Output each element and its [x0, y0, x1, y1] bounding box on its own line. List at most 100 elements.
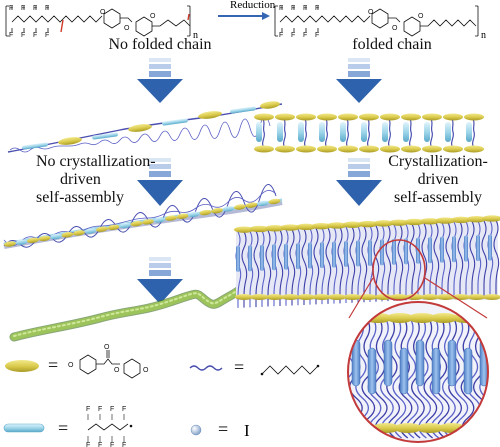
lamella-rod — [368, 239, 372, 266]
lamella-rod — [440, 236, 444, 263]
svg-text:O: O — [368, 9, 374, 16]
aggregate-unit — [4, 241, 16, 247]
zoom-circle — [347, 301, 489, 443]
lamella-chain — [373, 225, 380, 302]
legend-fluoro-rod: = F F F F F F F F — [3, 406, 133, 447]
lamella-mesogen — [358, 220, 378, 228]
aggregate-unit — [96, 226, 108, 232]
lamella-mesogen — [249, 225, 270, 233]
svg-text:=: = — [48, 355, 58, 375]
aggregate-unit — [142, 219, 154, 225]
mesogen — [443, 145, 463, 153]
lamella-chain — [361, 225, 368, 303]
lamella-rod — [248, 245, 252, 272]
zoom-rod — [431, 347, 441, 395]
lamella-mesogen — [404, 218, 425, 226]
lamella-mesogen — [234, 226, 254, 233]
zoom-mesogen — [386, 313, 414, 323]
lamella-mesogen — [451, 216, 471, 224]
lamella-rod — [476, 235, 480, 262]
lamella-chain — [385, 224, 392, 302]
selection-circle — [372, 239, 426, 301]
lamella-rod — [428, 237, 432, 264]
zoom-chain — [423, 317, 438, 439]
fluoro-rod — [277, 122, 283, 142]
lamella-mesogen — [297, 294, 315, 300]
mesogen — [422, 145, 442, 153]
lamella-mesogen — [250, 294, 269, 300]
legend-mesogen: = O O O O — [5, 344, 149, 379]
zoom-mesogen — [438, 423, 466, 433]
mesogen — [464, 113, 484, 121]
mesogen — [401, 113, 421, 121]
zoom-mesogen — [416, 423, 444, 433]
lamella-rod — [404, 238, 408, 265]
lamella-mesogen — [281, 294, 300, 300]
red-cleavage-marker — [187, 13, 190, 21]
zoom-rod — [399, 347, 409, 395]
svg-text:F: F — [122, 442, 126, 447]
aggregate-unit — [188, 211, 200, 218]
zoom-rod — [447, 339, 457, 387]
svg-text:O: O — [104, 344, 110, 351]
down-arrow-right-1 — [336, 58, 382, 103]
aggregate-unit — [38, 235, 51, 242]
zoom-mesogen — [430, 313, 458, 323]
lamella-chain — [409, 223, 416, 301]
lamella-mesogen — [327, 222, 347, 229]
mesogen — [422, 113, 442, 121]
lamella-mesogen — [343, 294, 362, 300]
lamella-chain — [325, 227, 332, 304]
lamella-rod — [488, 234, 492, 261]
zoom-mesogen — [408, 313, 436, 323]
mesogen — [380, 113, 400, 121]
down-arrow-left-1 — [137, 58, 183, 103]
svg-text:F: F — [315, 32, 319, 39]
fluoro-rod — [424, 122, 430, 142]
lamella-mesogen — [296, 223, 316, 231]
fluoro-rod — [403, 122, 409, 142]
twisted-aggregate — [3, 184, 283, 249]
aggregate-unit — [176, 213, 189, 219]
svg-text:O: O — [114, 367, 120, 374]
lamella-chain — [481, 220, 488, 297]
legend-iodine: = I — [190, 419, 250, 440]
lamella-mesogen — [435, 217, 456, 224]
aggregate-unit — [130, 220, 143, 227]
zoom-rod — [383, 339, 393, 387]
mesogen — [338, 145, 358, 153]
lamella-rod — [260, 244, 264, 271]
lamella-mesogen — [265, 225, 285, 232]
down-arrow-right-2 — [336, 158, 382, 206]
fluoro-rod — [466, 122, 472, 142]
zoom-chain — [454, 317, 469, 439]
lamella-mesogen — [420, 218, 440, 225]
svg-text:F: F — [303, 32, 307, 39]
lamella-mesogen — [405, 294, 424, 300]
aggregate-unit — [27, 237, 39, 244]
lamella-rod — [356, 240, 360, 267]
aggregate-unit — [107, 224, 120, 231]
lamella-mesogen — [311, 222, 332, 230]
lamella-mesogen — [280, 224, 301, 231]
lamella-mesogen — [466, 215, 487, 223]
svg-text:F: F — [33, 32, 37, 39]
lamella-mesogen — [421, 294, 439, 300]
zoom-chain — [435, 317, 450, 439]
svg-text:F: F — [45, 5, 49, 12]
zoom-mesogen — [482, 423, 488, 433]
svg-text:F: F — [279, 32, 283, 39]
svg-text:F: F — [9, 32, 13, 39]
zoom-mesogen — [350, 423, 378, 433]
lamella-chain — [421, 223, 428, 300]
mesogen — [338, 113, 358, 121]
lamella-rod — [296, 243, 300, 270]
legend-alkyl: = — [189, 357, 320, 377]
left-polymer-structure — [5, 5, 191, 37]
aggregate-unit — [165, 215, 177, 221]
aggregate-unit — [15, 239, 28, 245]
mesogen — [401, 145, 421, 153]
label-cdsa-line3: self-assembly — [394, 189, 482, 206]
svg-text:F: F — [315, 5, 319, 12]
